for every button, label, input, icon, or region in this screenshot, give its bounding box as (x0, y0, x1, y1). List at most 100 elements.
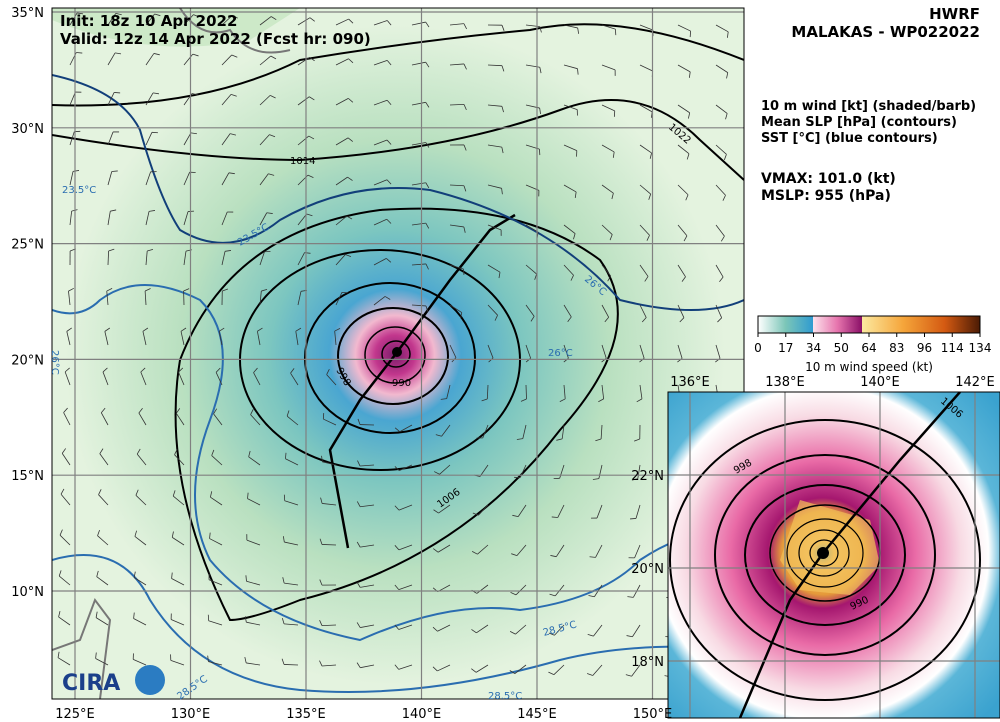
wind-barb (63, 412, 71, 426)
wind-barb (104, 331, 109, 346)
wind-barb (63, 407, 68, 413)
wind-barb (715, 104, 728, 114)
lat-label: 20°N (11, 353, 44, 368)
wind-barb (425, 142, 430, 148)
wind-barb (322, 503, 337, 506)
wind-barb (270, 95, 276, 99)
wind-barb (107, 13, 117, 26)
wind-barb (601, 144, 615, 153)
wind-barb (357, 460, 361, 467)
wind-barb (726, 31, 729, 38)
wind-barb (183, 211, 189, 226)
wind-barb (107, 250, 109, 266)
wind-barb (554, 624, 565, 636)
wind-barb (259, 212, 268, 226)
wind-barb (309, 56, 315, 62)
wind-barb (213, 408, 218, 415)
wind-barb (144, 288, 151, 292)
wind-barb (677, 144, 690, 155)
wind-barb (525, 384, 527, 400)
wind-barb (373, 218, 387, 226)
wind-barb (253, 372, 261, 386)
wind-barb (425, 305, 429, 312)
wind-barb (561, 424, 565, 439)
wind-barb (425, 263, 429, 270)
wind-barb (284, 541, 299, 546)
wind-barb (386, 139, 392, 145)
wind-barb (57, 651, 60, 658)
wind-barb (259, 55, 271, 66)
wind-barb (261, 289, 268, 292)
wind-barb (592, 664, 603, 676)
wind-barb (525, 264, 537, 275)
wind-barb (593, 624, 603, 637)
wind-barb (563, 224, 576, 234)
wind-barb (215, 367, 221, 373)
wind-barb (717, 317, 722, 323)
wind-barb (335, 137, 349, 146)
lat-label: 18°N (631, 655, 664, 670)
wind-barb (218, 327, 225, 332)
wind-barb (69, 211, 73, 226)
wind-barb (488, 357, 494, 363)
wind-barb (677, 64, 691, 73)
wind-barb (686, 153, 690, 160)
lon-label: 145°E (517, 707, 557, 722)
wind-barb (639, 224, 650, 236)
wind-barb (449, 264, 464, 270)
wind-barb (221, 251, 226, 266)
wind-barb (472, 512, 479, 516)
wind-barb (335, 98, 349, 106)
wind-barb (463, 144, 467, 151)
wind-barb (688, 71, 691, 78)
main-map (52, 8, 744, 699)
wind-barb (66, 327, 72, 332)
wind-barb (522, 424, 527, 439)
wind-barb (57, 657, 71, 666)
wind-barb (142, 331, 147, 346)
contour-label: 990 (392, 378, 411, 389)
wind-barb (399, 464, 413, 472)
sst-label: 23.5°C (62, 185, 96, 196)
colorbar-tick-label: 50 (834, 341, 849, 355)
wind-barb (136, 453, 147, 466)
wind-barb (631, 478, 638, 481)
wind-barb (726, 72, 729, 79)
wind-barb (172, 495, 185, 506)
wind-barb (297, 56, 310, 66)
wind-barb (357, 418, 361, 425)
colorbar (757, 315, 981, 334)
wind-barb (487, 304, 498, 316)
wind-barb (596, 504, 603, 519)
wind-barb (449, 344, 457, 358)
wind-barb (510, 592, 517, 596)
wind-barb (471, 551, 478, 555)
wind-barb (259, 173, 269, 186)
wind-barb (463, 104, 467, 111)
wind-barb (719, 276, 724, 283)
wind-barb (577, 68, 579, 75)
wind-barb (247, 492, 249, 499)
wind-barb (170, 619, 185, 626)
wind-barb (487, 344, 494, 359)
wind-barb (476, 624, 489, 634)
wind-barb (525, 304, 535, 317)
wind-barb (281, 617, 285, 624)
wind-barb (601, 104, 615, 112)
wind-barb (530, 316, 535, 322)
wind-barb (60, 488, 65, 495)
wind-barb (100, 407, 106, 413)
wind-barb (463, 23, 467, 30)
wind-barb (360, 584, 375, 588)
wind-barb (208, 579, 223, 586)
wind-barb (386, 20, 392, 26)
wind-barb (604, 317, 610, 323)
wind-barb (373, 139, 388, 146)
wind-barb (95, 652, 97, 659)
lat-label: 30°N (11, 122, 44, 137)
wind-barb (509, 670, 516, 674)
wind-barb (356, 541, 361, 548)
wind-barb (99, 448, 104, 454)
wind-barb (221, 94, 232, 106)
wind-barb (373, 20, 388, 26)
